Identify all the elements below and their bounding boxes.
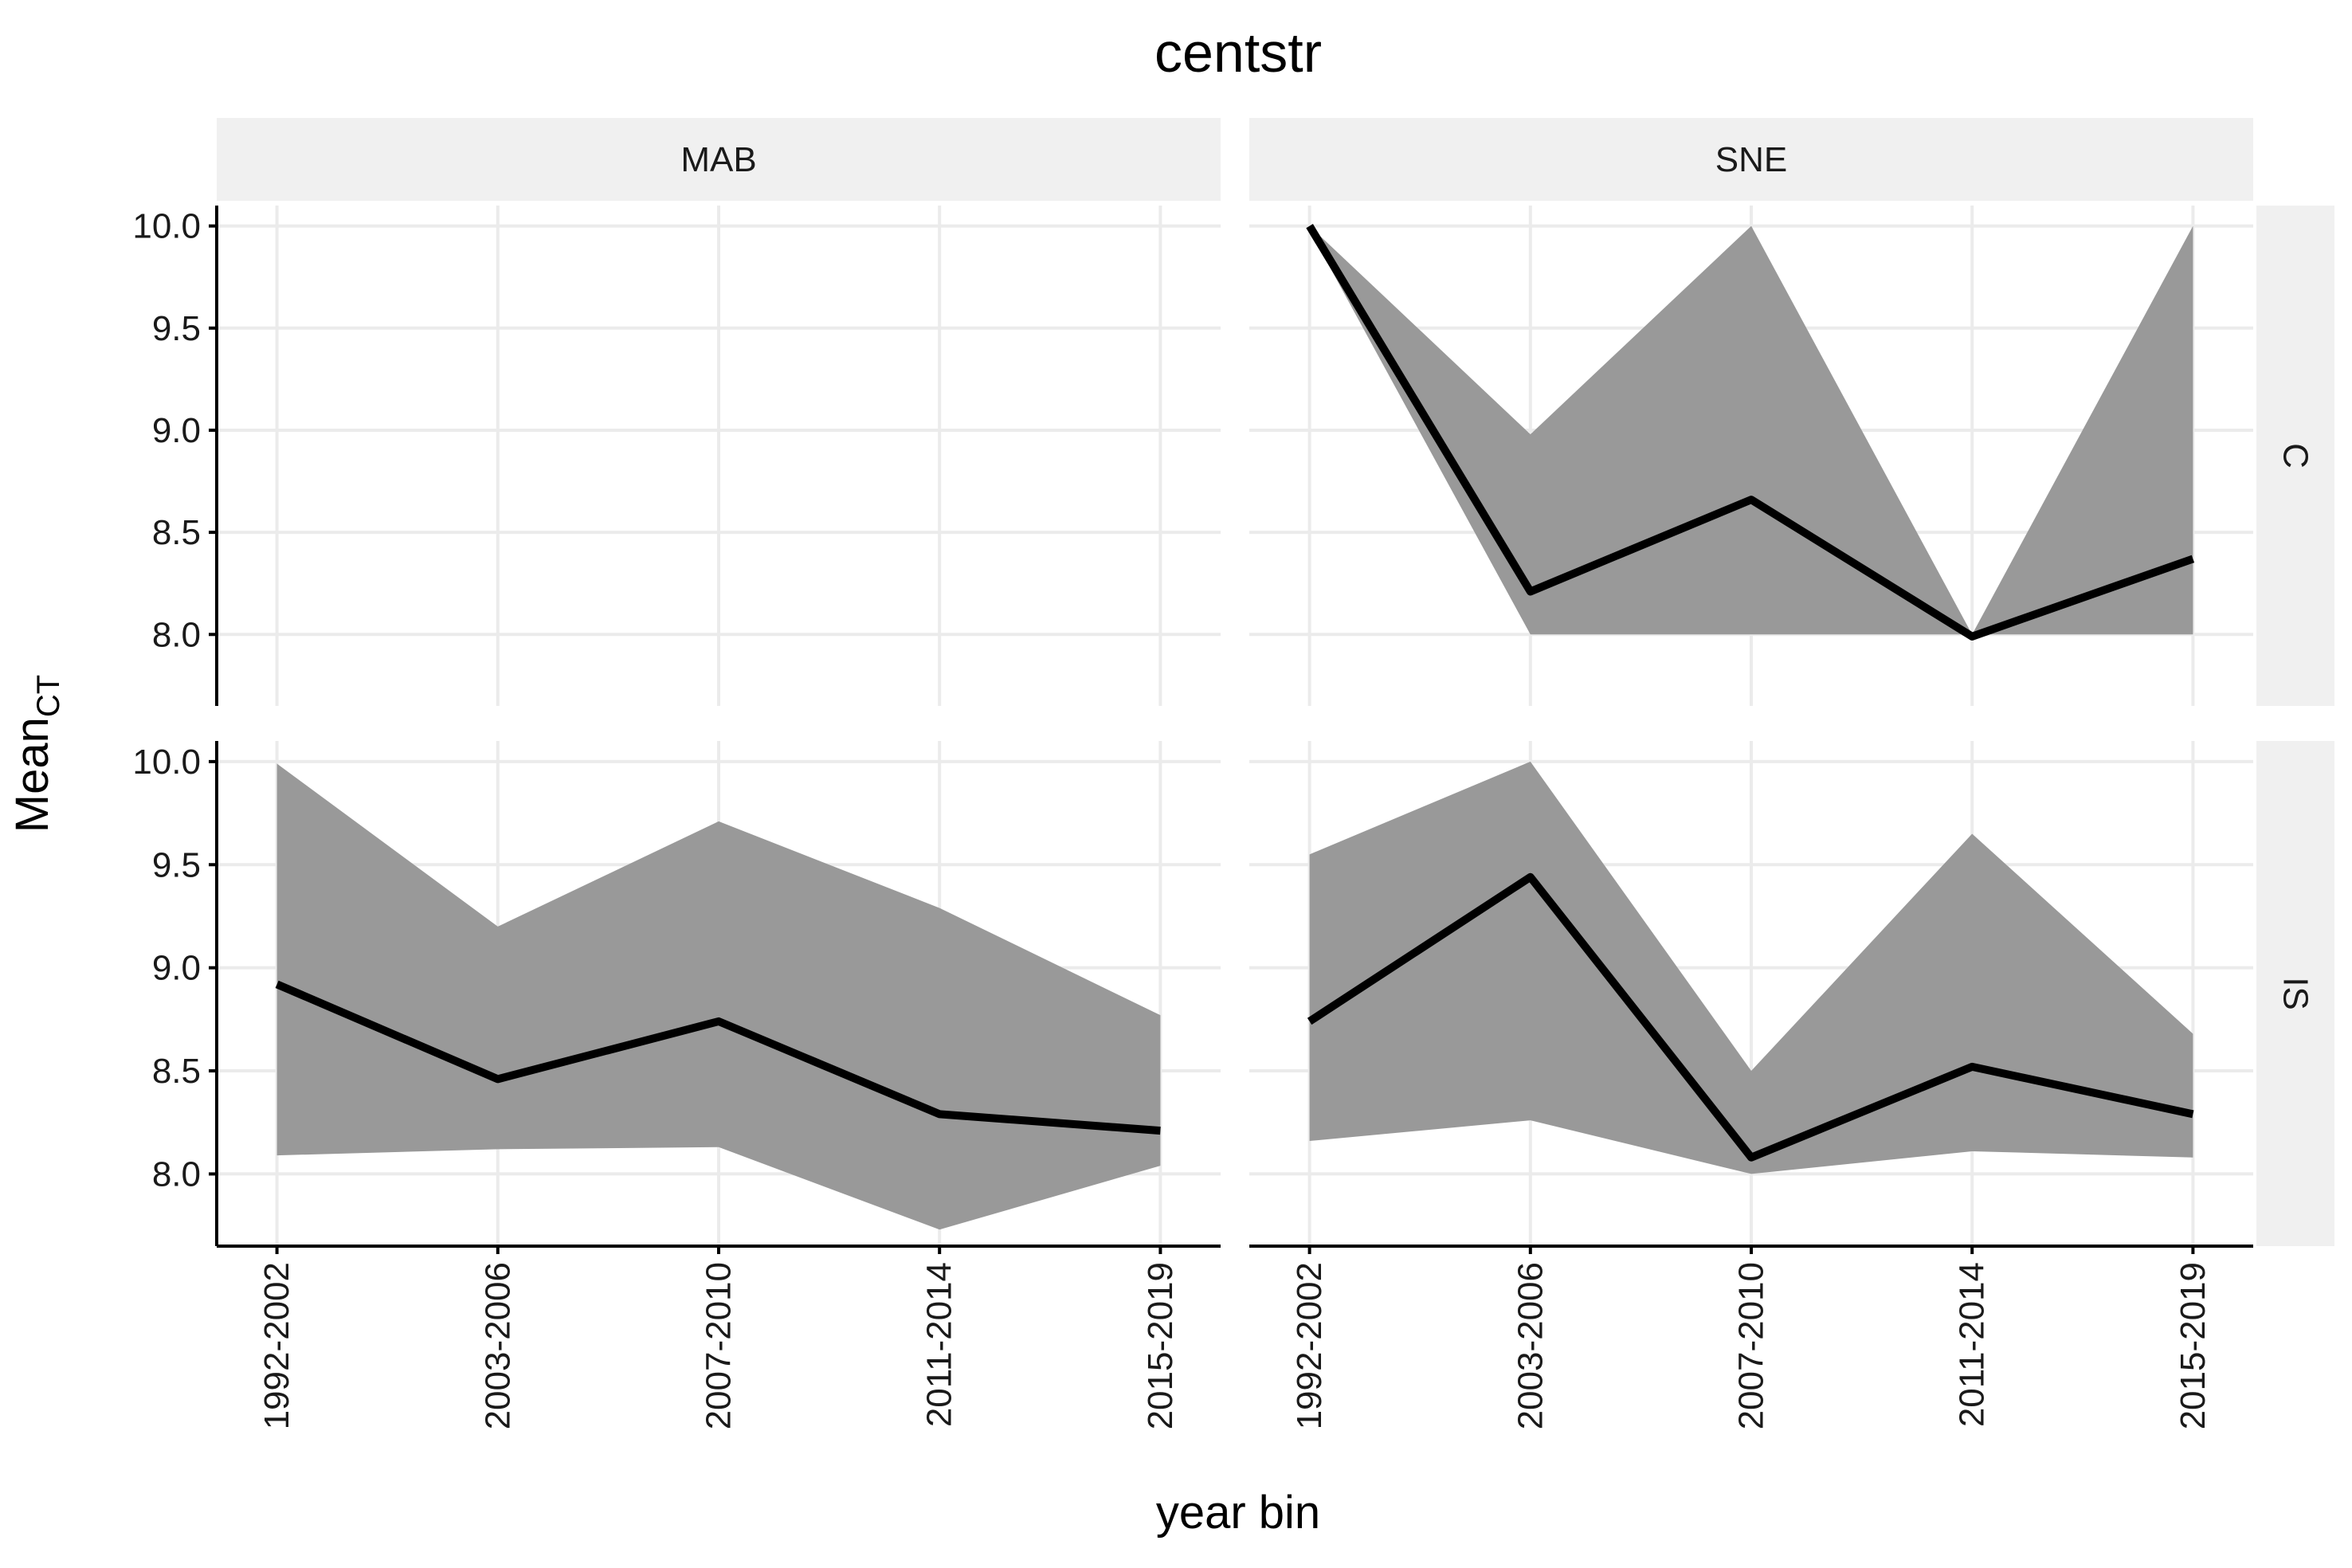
- mean-line-mab-is: [275, 980, 1161, 1135]
- facet-strip-label-is: IS: [2276, 977, 2315, 1010]
- facet-strip-label-sne: SNE: [1715, 140, 1787, 179]
- y-tick-label: 10.0: [132, 207, 201, 246]
- x-tick-label: 2011-2014: [1953, 1262, 1992, 1427]
- y-axis-title-main: Mean: [6, 717, 58, 833]
- mean-line-sne-is: [1307, 872, 2194, 1162]
- x-tick-label: 2015-2019: [1141, 1262, 1180, 1429]
- x-tick-label: 2003-2006: [1511, 1262, 1550, 1429]
- mean-line-sne-c: [1306, 224, 2195, 641]
- facet-strip-label-mab: MAB: [680, 140, 756, 179]
- x-tick-label: 1992-2002: [257, 1262, 296, 1429]
- y-axis-title-subscript: CT: [31, 675, 66, 717]
- chart-title: centstr: [1154, 22, 1322, 84]
- x-tick-label: 2007-2010: [700, 1262, 739, 1429]
- x-axis-title: year bin: [1156, 1487, 1320, 1539]
- facet-strip-label-c: C: [2276, 443, 2315, 468]
- facet-strip-c: [2256, 206, 2334, 706]
- y-tick-label: 8.0: [152, 1154, 201, 1194]
- y-tick-label: 8.5: [152, 513, 201, 552]
- y-tick-label: 9.0: [152, 949, 201, 988]
- y-tick-label: 9.5: [152, 309, 201, 348]
- ribbon-sne-c: [1309, 225, 2193, 635]
- plot-area: MAB SNE C IS 8.0 8.5 9.0 9.5 10.0 8.0 8.5 9.0 9.5 10.…: [132, 118, 2334, 1429]
- facet-strip-is: [2256, 741, 2334, 1246]
- y-tick-label: 8.5: [152, 1052, 201, 1091]
- x-tick-label: 1992-2002: [1290, 1262, 1329, 1429]
- x-tick-label: 2003-2006: [478, 1262, 517, 1429]
- y-tick-label: 9.5: [152, 845, 201, 884]
- x-tick-label: 2007-2010: [1732, 1262, 1771, 1429]
- y-axis-title: MeanCT: [6, 675, 66, 833]
- y-tick-label: 9.0: [152, 411, 201, 450]
- x-tick-label: 2011-2014: [920, 1262, 959, 1427]
- y-tick-label: 8.0: [152, 615, 201, 654]
- facet-strip-sne: [1249, 118, 2253, 201]
- y-tick-label: 10.0: [132, 743, 201, 782]
- x-tick-label: 2015-2019: [2174, 1262, 2213, 1429]
- facet-strip-mab: [217, 118, 1221, 201]
